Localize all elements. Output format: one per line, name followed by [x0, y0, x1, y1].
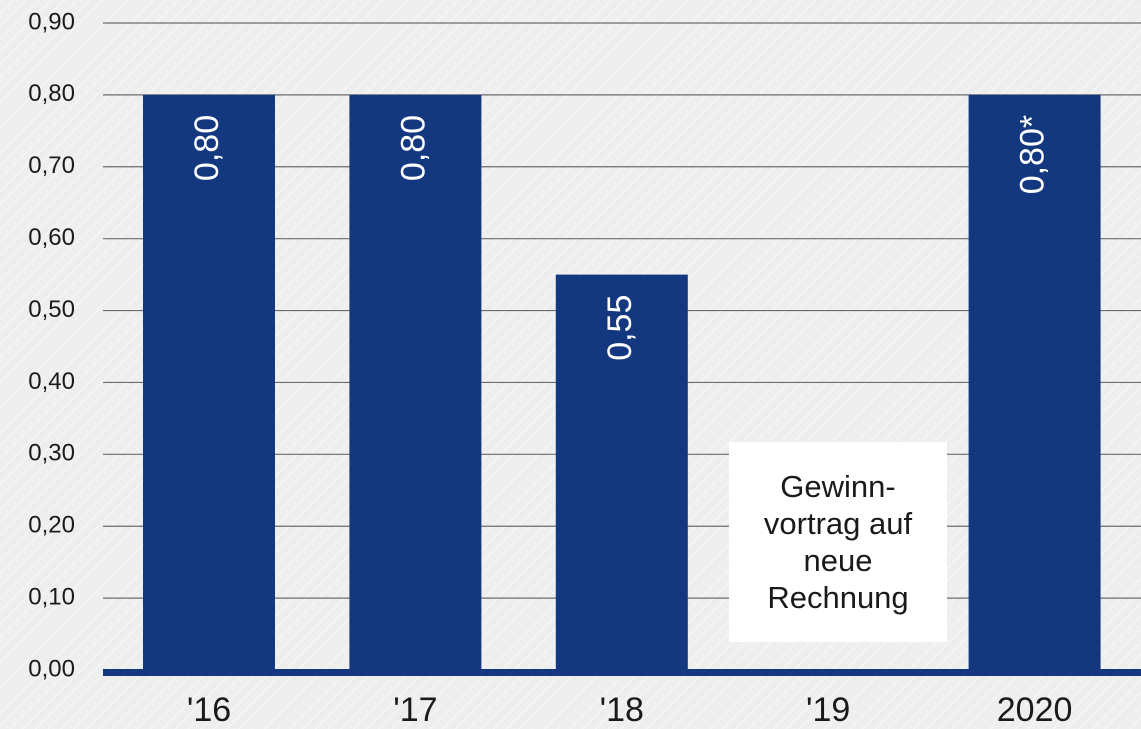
y-tick-label: 0,80 [28, 80, 75, 107]
x-category-label: '18 [600, 691, 644, 729]
bar [349, 94, 482, 670]
annotation-text: Gewinn- vortrag auf neue Rechnung [763, 469, 913, 615]
y-tick-label: 0,60 [28, 224, 75, 251]
bar-value-label: 0,55 [601, 295, 639, 361]
bar [555, 274, 688, 670]
y-tick-label: 0,90 [28, 8, 75, 35]
bar-value-labels: 0,80 0,80 0,55 0,80* [188, 115, 1052, 361]
annotation-box: Gewinn- vortrag auf neue Rechnung [729, 442, 947, 642]
y-tick-label: 0,70 [28, 152, 75, 179]
bar [143, 94, 275, 670]
x-axis [103, 669, 1141, 676]
x-category-label: 2020 [997, 691, 1073, 729]
bar [968, 94, 1101, 670]
x-category-label: '19 [806, 691, 850, 729]
y-axis-tick-labels: 0,00 0,10 0,20 0,30 0,40 0,50 0,60 0,70 0,80 0,90 [28, 8, 75, 682]
y-tick-label: 0,10 [28, 583, 75, 610]
x-axis-baseline [103, 669, 1141, 676]
y-tick-label: 0,40 [28, 368, 75, 395]
x-axis-category-labels: '16 '17 '18 '19 2020 [187, 691, 1073, 729]
y-tick-label: 0,30 [28, 440, 75, 467]
x-category-label: '16 [187, 691, 231, 729]
bar-value-label: 0,80 [394, 115, 432, 181]
x-category-label: '17 [393, 691, 437, 729]
y-tick-label: 0,50 [28, 296, 75, 323]
y-tick-label: 0,00 [28, 655, 75, 682]
y-tick-label: 0,20 [28, 512, 75, 539]
bar-value-label: 0,80 [188, 115, 226, 181]
bars [143, 94, 1101, 670]
bar-value-label: 0,80* [1014, 115, 1052, 194]
